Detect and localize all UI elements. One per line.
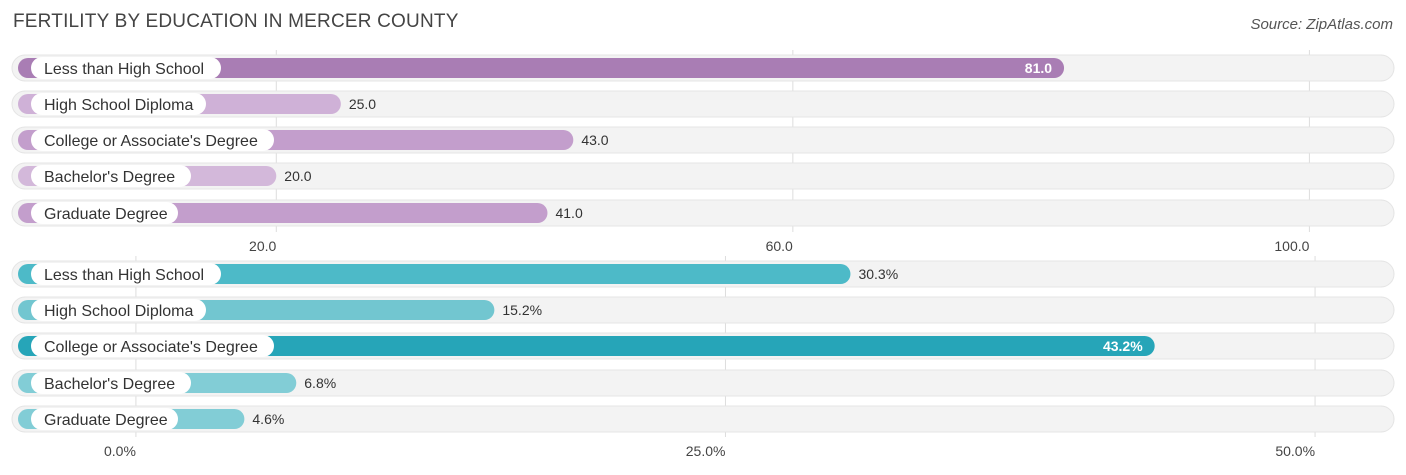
value-label: 41.0 bbox=[555, 205, 582, 221]
category-label-pill bbox=[31, 93, 206, 115]
bar-track bbox=[11, 90, 1395, 118]
category-label-pill bbox=[31, 165, 191, 187]
tick-label: 20.0 bbox=[249, 238, 276, 254]
category-label-pill bbox=[31, 57, 221, 79]
category-label-pill bbox=[31, 408, 178, 430]
bar-track bbox=[11, 405, 1395, 433]
value-label: 15.2% bbox=[502, 302, 542, 318]
category-label-pill bbox=[31, 129, 274, 151]
category-label: College or Associate's Degree bbox=[44, 133, 258, 150]
category-label-pill bbox=[31, 299, 206, 321]
category-label: Bachelor's Degree bbox=[44, 169, 175, 186]
bar-track bbox=[11, 162, 1395, 190]
bar bbox=[18, 58, 1065, 78]
bar bbox=[18, 336, 1155, 356]
tick-label: 100.0 bbox=[1274, 238, 1309, 254]
category-label: Less than High School bbox=[44, 267, 204, 284]
value-label: 43.2% bbox=[1103, 338, 1143, 354]
category-label: College or Associate's Degree bbox=[44, 339, 258, 356]
tick-label: 0.0% bbox=[104, 443, 136, 459]
value-label: 81.0 bbox=[1025, 60, 1052, 76]
chart-title: FERTILITY BY EDUCATION IN MERCER COUNTY bbox=[13, 11, 459, 32]
tick-label: 25.0% bbox=[686, 443, 726, 459]
category-label: Bachelor's Degree bbox=[44, 376, 175, 393]
value-label: 20.0 bbox=[284, 168, 311, 184]
category-label-pill bbox=[31, 263, 221, 285]
category-label-pill bbox=[31, 202, 178, 224]
value-label: 4.6% bbox=[252, 411, 284, 427]
category-label: Graduate Degree bbox=[44, 412, 168, 429]
source-note: Source: ZipAtlas.com bbox=[1250, 16, 1393, 33]
category-label: High School Diploma bbox=[44, 97, 194, 114]
bar bbox=[18, 264, 851, 284]
tick-label: 60.0 bbox=[766, 238, 793, 254]
category-label-pill bbox=[31, 372, 191, 394]
value-label: 25.0 bbox=[349, 96, 376, 112]
bar-track bbox=[11, 369, 1395, 397]
category-label: High School Diploma bbox=[44, 303, 194, 320]
category-label: Less than High School bbox=[44, 61, 204, 78]
value-label: 43.0 bbox=[581, 132, 608, 148]
value-label: 30.3% bbox=[858, 266, 898, 282]
category-label-pill bbox=[31, 335, 274, 357]
tick-label: 50.0% bbox=[1275, 443, 1315, 459]
value-label: 6.8% bbox=[304, 375, 336, 391]
category-label: Graduate Degree bbox=[44, 206, 168, 223]
